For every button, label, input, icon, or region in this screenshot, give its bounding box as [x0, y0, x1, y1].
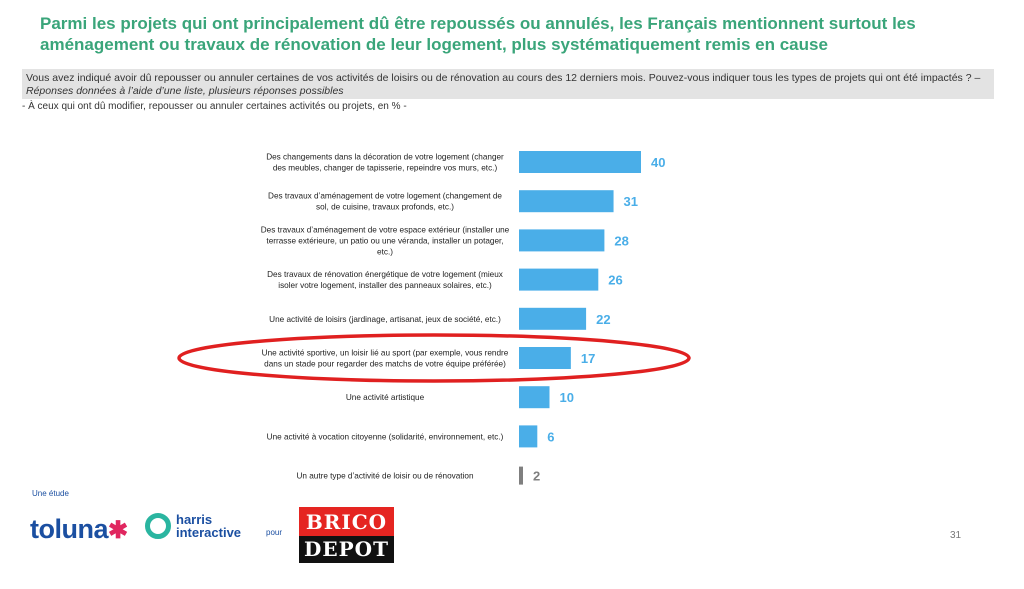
pour-label: pour [266, 528, 283, 537]
category-label: Des travaux d’aménagement de votre espac… [261, 225, 510, 234]
logo-dark-band [299, 536, 394, 563]
question-text: Vous avez indiqué avoir dû repousser ou … [26, 72, 981, 84]
category-label: etc.) [377, 247, 393, 256]
data-label: 26 [608, 273, 622, 288]
category-label: Une activité à vocation citoyenne (solid… [267, 432, 504, 441]
data-label: 40 [651, 155, 665, 170]
category-label: des meubles, changer de tapisserie, repe… [273, 164, 498, 173]
data-label: 31 [624, 194, 638, 209]
data-label: 28 [614, 233, 628, 248]
question-box: Vous avez indiqué avoir dû repousser ou … [22, 69, 994, 99]
base-note: - À ceux qui ont dû modifier, repousser … [22, 101, 407, 112]
category-label: sol, de cuisine, travaux profonds, etc.) [316, 203, 454, 212]
bar [519, 229, 605, 252]
category-label: terrasse extérieure, un patio ou une vér… [266, 236, 503, 245]
data-label: 2 [533, 469, 540, 484]
bar [519, 151, 641, 173]
toluna-logo: toluna✱ [30, 514, 128, 545]
category-label: Un autre type d’activité de loisir ou de… [296, 472, 473, 481]
bar [519, 307, 587, 330]
category-label: Des travaux d’aménagement de votre logem… [268, 192, 502, 201]
brico-line-2: DEPOT [304, 537, 389, 561]
bar [519, 190, 614, 213]
bar [519, 386, 550, 409]
page-number: 31 [950, 530, 962, 541]
category-label: Des changements dans la décoration de vo… [266, 153, 504, 162]
brico-line-1: BRICO [305, 510, 388, 534]
harris-line-1: harris [176, 512, 213, 527]
harris-line-2: interactive [176, 525, 242, 540]
toluna-wordmark: toluna [30, 514, 109, 544]
data-label: 10 [560, 390, 574, 405]
bar [519, 466, 523, 485]
data-label: 6 [547, 429, 554, 444]
data-label: 17 [581, 351, 595, 366]
bar [519, 268, 599, 291]
bar [519, 425, 538, 448]
highlight-ellipse [177, 333, 691, 383]
study-label: Une étude [32, 489, 69, 498]
category-label: Une activité artistique [346, 393, 425, 402]
harris-interactive-logo: harris interactive [176, 513, 241, 539]
category-label: Des travaux de rénovation énergétique de… [267, 270, 503, 279]
harris-ring-icon [145, 513, 171, 539]
data-label: 22 [596, 312, 610, 327]
category-label: isoler votre logement, installer des pan… [278, 281, 492, 290]
asterisk-icon: ✱ [108, 517, 128, 544]
category-label: Une activité sportive, un loisir lié au … [262, 349, 509, 358]
bar [519, 347, 571, 369]
category-label: Une activité de loisirs (jardinage, arti… [269, 315, 501, 324]
page-title: Parmi les projets qui ont principalement… [40, 14, 916, 54]
brico-depot-logo: BRICO DEPOT [299, 507, 394, 563]
question-note: Réponses données à l’aide d’une liste, p… [26, 84, 344, 97]
category-label: dans un stade pour regarder des matchs d… [264, 360, 506, 369]
